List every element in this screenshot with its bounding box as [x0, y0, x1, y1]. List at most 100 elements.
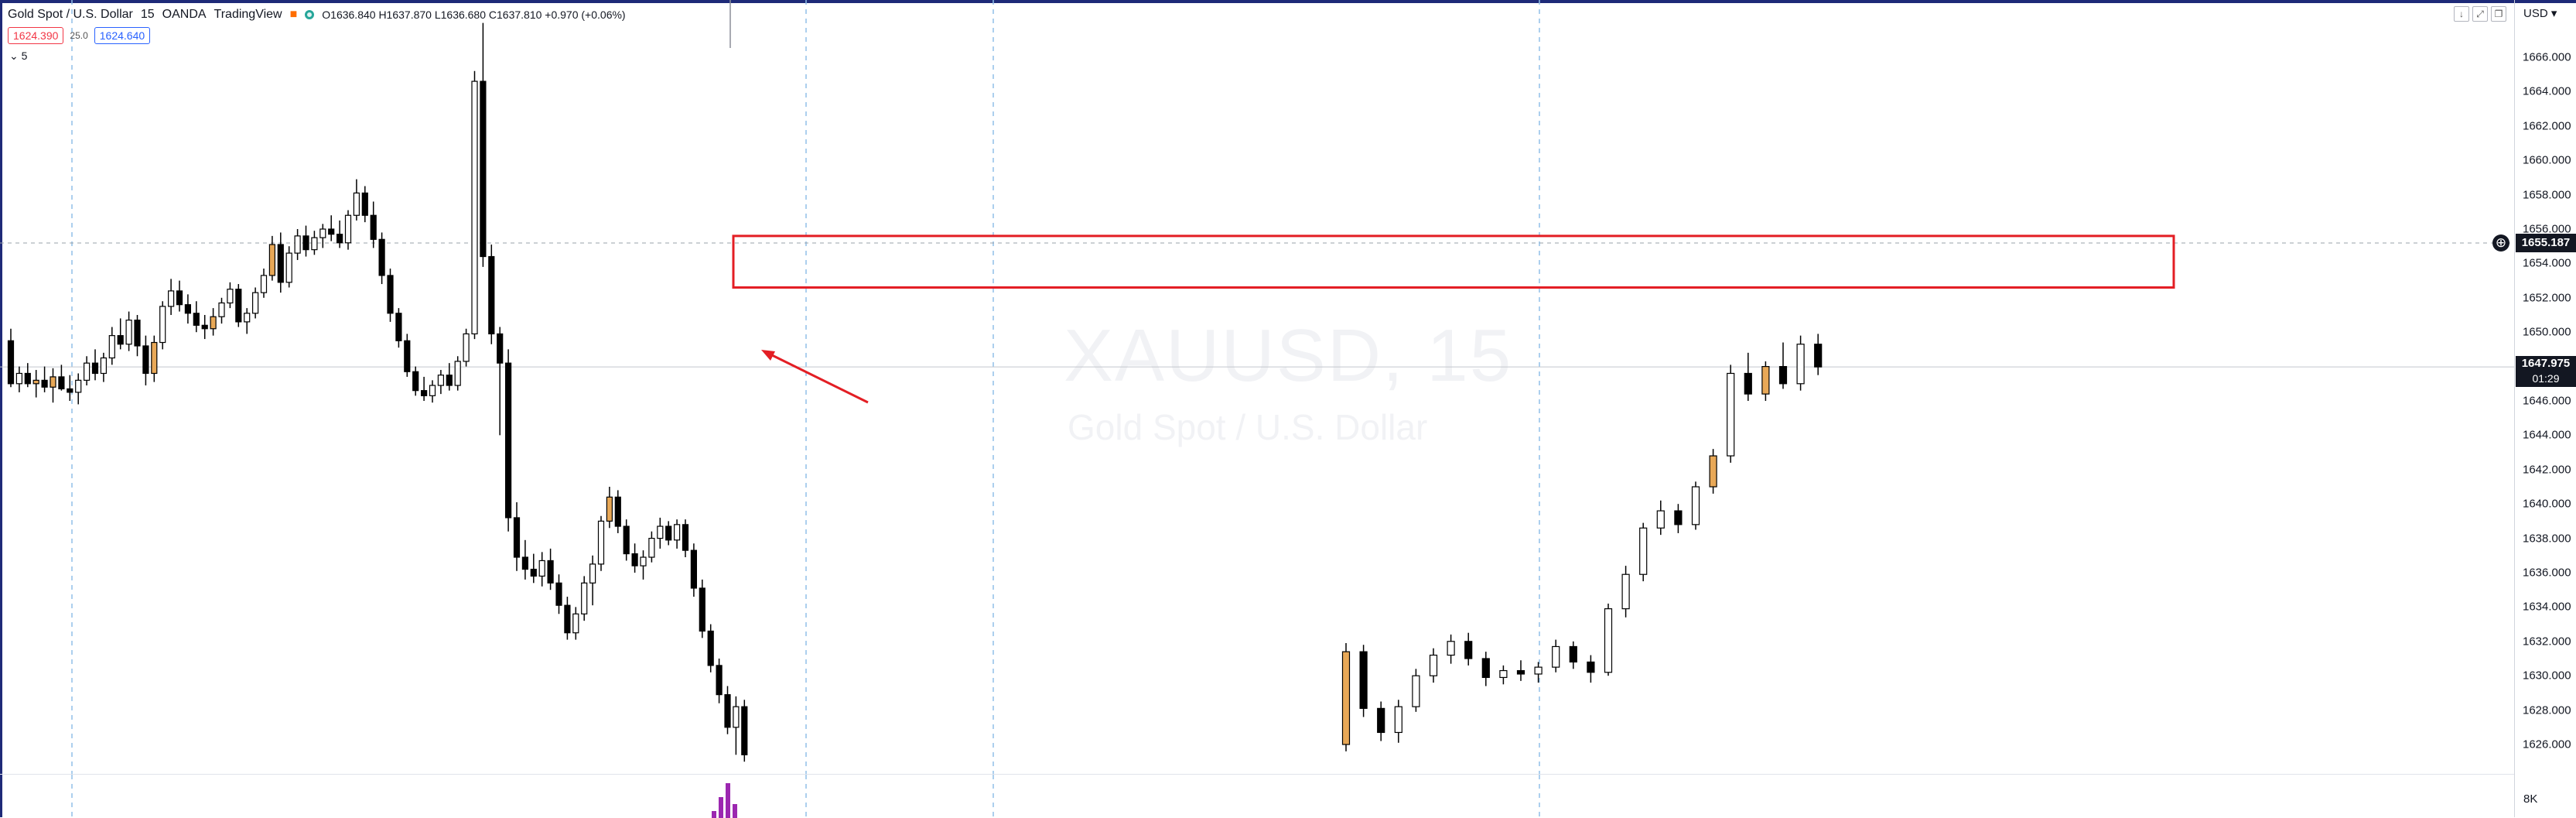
alert-flag-icon[interactable]: ■ [289, 8, 298, 21]
candle-body [311, 237, 318, 251]
candle-body [184, 304, 191, 314]
candle-body [1587, 661, 1595, 673]
currency-label: USD [2523, 7, 2548, 20]
candle-body [285, 252, 292, 283]
candle-body [83, 362, 91, 381]
candle-body [657, 525, 664, 539]
candle-body [252, 292, 259, 314]
platform-label: TradingView [214, 8, 282, 21]
restore-icon[interactable]: ❐ [2491, 6, 2506, 22]
candle-body [581, 582, 588, 614]
candle-body [589, 563, 596, 584]
candle-body [1516, 669, 1525, 675]
candle-body [665, 525, 672, 541]
bar-countdown: 01:29 [2532, 372, 2560, 385]
candle-body [244, 313, 251, 323]
candle-body [690, 549, 698, 589]
candle-body [134, 320, 141, 347]
candle-body [1691, 486, 1700, 525]
candle-body [41, 379, 48, 388]
trade-panel: 1624.390 25.0 1624.640 [8, 27, 151, 44]
candle-body [1412, 675, 1420, 707]
candle-body [117, 335, 124, 345]
indicators-toggle[interactable]: ⌄ 5 [9, 50, 27, 63]
candle-body [378, 238, 385, 276]
candle-body [538, 560, 545, 577]
candle-body [497, 333, 504, 364]
candle-body [682, 524, 689, 551]
candle-body [1796, 344, 1805, 385]
market-status-icon [305, 10, 315, 19]
candle-body [1464, 641, 1473, 659]
price-tick: 1644.000 [2523, 428, 2571, 442]
candle-body [1621, 573, 1630, 610]
candle-body [319, 228, 326, 238]
candle-body [1569, 645, 1577, 663]
candle-body [707, 630, 714, 666]
candle-body [446, 375, 453, 386]
price-tick: 1652.000 [2523, 291, 2571, 305]
candle-body [1761, 366, 1770, 395]
price-tick: 1640.000 [2523, 497, 2571, 511]
candle-body [1727, 372, 1735, 457]
candle-body [648, 537, 655, 558]
candle-body [58, 376, 65, 390]
candle-body [159, 306, 166, 344]
price-tick: 1632.000 [2523, 635, 2571, 649]
candle-body [168, 290, 175, 307]
last-price-tag: 1647.975 01:29 [2516, 356, 2576, 388]
candle-body [260, 275, 268, 293]
candle-body [227, 289, 234, 304]
scroll-down-icon[interactable]: ↓ [2454, 6, 2469, 22]
fullscreen-icon[interactable]: ⤢ [2472, 6, 2488, 22]
currency-selector[interactable]: USD ▾ [2523, 7, 2557, 20]
candle-body [547, 560, 554, 584]
price-tick: 1628.000 [2523, 703, 2571, 717]
candle-body [100, 357, 107, 375]
candle-body [1744, 372, 1752, 395]
price-tick: 1638.000 [2523, 532, 2571, 546]
price-tick: 1654.000 [2523, 256, 2571, 270]
supply-zone-rect [732, 234, 2175, 289]
volume-bar [733, 804, 737, 818]
price-axis[interactable]: 1666.000 1664.000 1662.000 1660.000 1658.000… [2514, 0, 2576, 817]
candle-body [606, 496, 613, 522]
candle-body [67, 388, 73, 393]
candle-body [1429, 654, 1438, 676]
candle-body [420, 390, 428, 396]
candle-body [488, 255, 495, 335]
price-chart[interactable] [0, 0, 2514, 774]
crosshair-add-icon[interactable]: ⊕ [2492, 234, 2509, 252]
candle-body [1814, 344, 1823, 368]
volume-pane[interactable] [0, 774, 2514, 818]
candle-body [91, 362, 99, 375]
candle-body [513, 517, 521, 558]
candle-body [337, 234, 343, 244]
candle-body [437, 375, 445, 386]
candle-body [1604, 608, 1613, 673]
buy-price-button[interactable]: 1624.640 [94, 27, 151, 44]
candle-body [1552, 645, 1560, 668]
price-tick: 1658.000 [2523, 188, 2571, 202]
candle-body [572, 613, 579, 634]
spread-label: 25.0 [70, 30, 88, 41]
candle-body [1499, 669, 1508, 679]
last-price: 1647.975 [2521, 357, 2571, 371]
candle-body [108, 335, 115, 359]
candle-body [32, 379, 39, 385]
watermark-ticker: XAUUSD, 15 [1064, 314, 1513, 397]
sell-price-button[interactable]: 1624.390 [8, 27, 64, 44]
price-tick: 1664.000 [2523, 84, 2571, 98]
candle-body [193, 313, 200, 326]
candle-body [395, 313, 402, 341]
candle-body [521, 556, 529, 570]
candle-body [1341, 651, 1351, 745]
symbol-name[interactable]: Gold Spot / U.S. Dollar [8, 8, 133, 21]
candle-body [699, 587, 705, 632]
chevron-down-icon: ⌄ [9, 50, 19, 62]
candle-body [463, 333, 470, 362]
candle-body [673, 524, 681, 541]
interval-label[interactable]: 15 [140, 8, 155, 21]
candle-body [564, 604, 571, 634]
candle-body [235, 289, 242, 323]
